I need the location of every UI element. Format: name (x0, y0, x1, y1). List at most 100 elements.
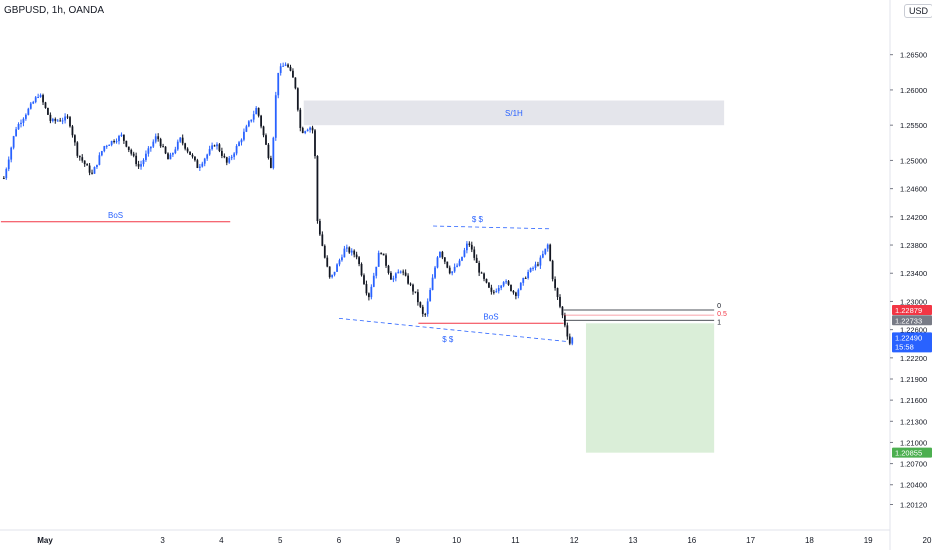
bos-lower-label: BoS (483, 312, 498, 321)
candle-bear (137, 164, 140, 167)
candle-bull (93, 167, 96, 174)
candle-bear (49, 114, 52, 121)
candle-bear (157, 136, 160, 140)
candle-bull (392, 278, 395, 280)
candle-bull (500, 285, 503, 288)
candle-bull (333, 271, 336, 275)
candle-bear (561, 306, 564, 316)
candle-bear (220, 150, 223, 156)
candle-bear (387, 265, 390, 273)
price-marker-stop[interactable] (892, 304, 932, 315)
candle-bull (247, 121, 250, 127)
candle-bear (47, 107, 49, 115)
candle-bull (240, 139, 243, 143)
candle-bear (568, 336, 571, 344)
price-tick-label: 1.22200 (900, 354, 927, 363)
candle-bear (311, 127, 314, 131)
candle-bull (233, 153, 236, 157)
candle-bull (211, 145, 213, 150)
candle-bull (497, 287, 500, 292)
candle-bull (505, 281, 507, 283)
candle-bear (91, 172, 93, 174)
candle-bear (390, 272, 392, 280)
candle-bear (130, 149, 133, 154)
candle-bear (86, 164, 89, 166)
candle-bull (32, 102, 35, 104)
time-tick-label: 18 (805, 536, 814, 545)
candle-bull (338, 260, 341, 265)
candle-bear (485, 278, 488, 283)
candle-bull (145, 153, 147, 160)
candle-bear (164, 146, 167, 154)
plot-background[interactable] (0, 0, 890, 530)
candle-bear (470, 244, 473, 250)
candle-bull (431, 277, 434, 290)
candle-bull (336, 264, 338, 272)
candle-bull (331, 274, 334, 278)
candle-bull (20, 122, 22, 125)
price-tick-label: 1.21900 (900, 375, 927, 384)
candle-bull (461, 256, 463, 261)
price-marker-target[interactable] (892, 447, 932, 458)
price-marker-current[interactable] (892, 332, 932, 353)
time-tick-label: 3 (160, 536, 165, 545)
candle-bull (140, 164, 142, 167)
candle-bear (71, 126, 74, 136)
price-tick-label: 1.21000 (900, 438, 927, 447)
candle-bull (439, 251, 441, 258)
price-tick-label: 1.23400 (900, 269, 927, 278)
candle-bull (451, 271, 454, 274)
candle-bear (323, 245, 326, 258)
candle-bull (61, 120, 64, 122)
time-tick-label: 13 (629, 536, 638, 545)
candles-layer (2, 62, 574, 346)
chart-area[interactable] (0, 0, 890, 530)
candle-bull (238, 142, 240, 147)
candle-bear (184, 143, 187, 149)
candle-bull (502, 282, 505, 286)
candle-bear (549, 244, 552, 261)
candle-bull (105, 145, 108, 147)
candle-bear (380, 252, 383, 254)
candle-bull (174, 149, 177, 154)
candle-bull (306, 129, 309, 132)
candle-bull (96, 164, 98, 168)
price-tick-label: 1.26000 (900, 86, 927, 95)
candle-bull (103, 146, 106, 152)
time-axis[interactable]: May 3 4 5 6 9 10 11 12 13 16 17 18 19 20 (0, 529, 932, 545)
candle-bull (34, 97, 37, 103)
candle-bear (223, 155, 226, 158)
liquidity-top-line (433, 225, 551, 230)
candle-bear (69, 117, 71, 127)
candle-bull (282, 65, 285, 67)
time-tick-label: 16 (687, 536, 696, 545)
fib-level-label: 0.5 (717, 311, 727, 318)
candle-bull (108, 144, 111, 146)
candle-bull (110, 141, 113, 145)
candle-bull (198, 166, 201, 168)
candle-bear (314, 130, 316, 157)
candle-bear (475, 257, 478, 263)
candle-bear (355, 254, 358, 258)
candle-bear (348, 247, 351, 253)
price-axis[interactable]: 1.26500 1.26000 1.25500 1.25000 1.24600 1.242… (889, 0, 932, 550)
candle-bull (397, 271, 400, 274)
price-tick-label: 1.22600 (900, 326, 927, 335)
candle-bear (54, 119, 57, 121)
candle-bull (12, 136, 15, 148)
candle-bear (59, 120, 62, 122)
candle-bull (203, 158, 206, 164)
candle-bear (321, 234, 324, 246)
candle-bear (480, 272, 483, 274)
symbol-title[interactable]: GBPUSD, 1h, OANDA (4, 5, 105, 16)
candle-bull (350, 250, 353, 253)
candle-bear (419, 302, 422, 307)
price-tick-label: 1.24200 (900, 213, 927, 222)
drawings-layer: S/1H (303, 100, 725, 453)
candle-bear (473, 249, 476, 258)
currency-button[interactable]: USD (904, 4, 932, 18)
candle-bull (201, 163, 204, 167)
price-marker-entry[interactable] (892, 315, 932, 326)
candle-bull (243, 131, 245, 140)
